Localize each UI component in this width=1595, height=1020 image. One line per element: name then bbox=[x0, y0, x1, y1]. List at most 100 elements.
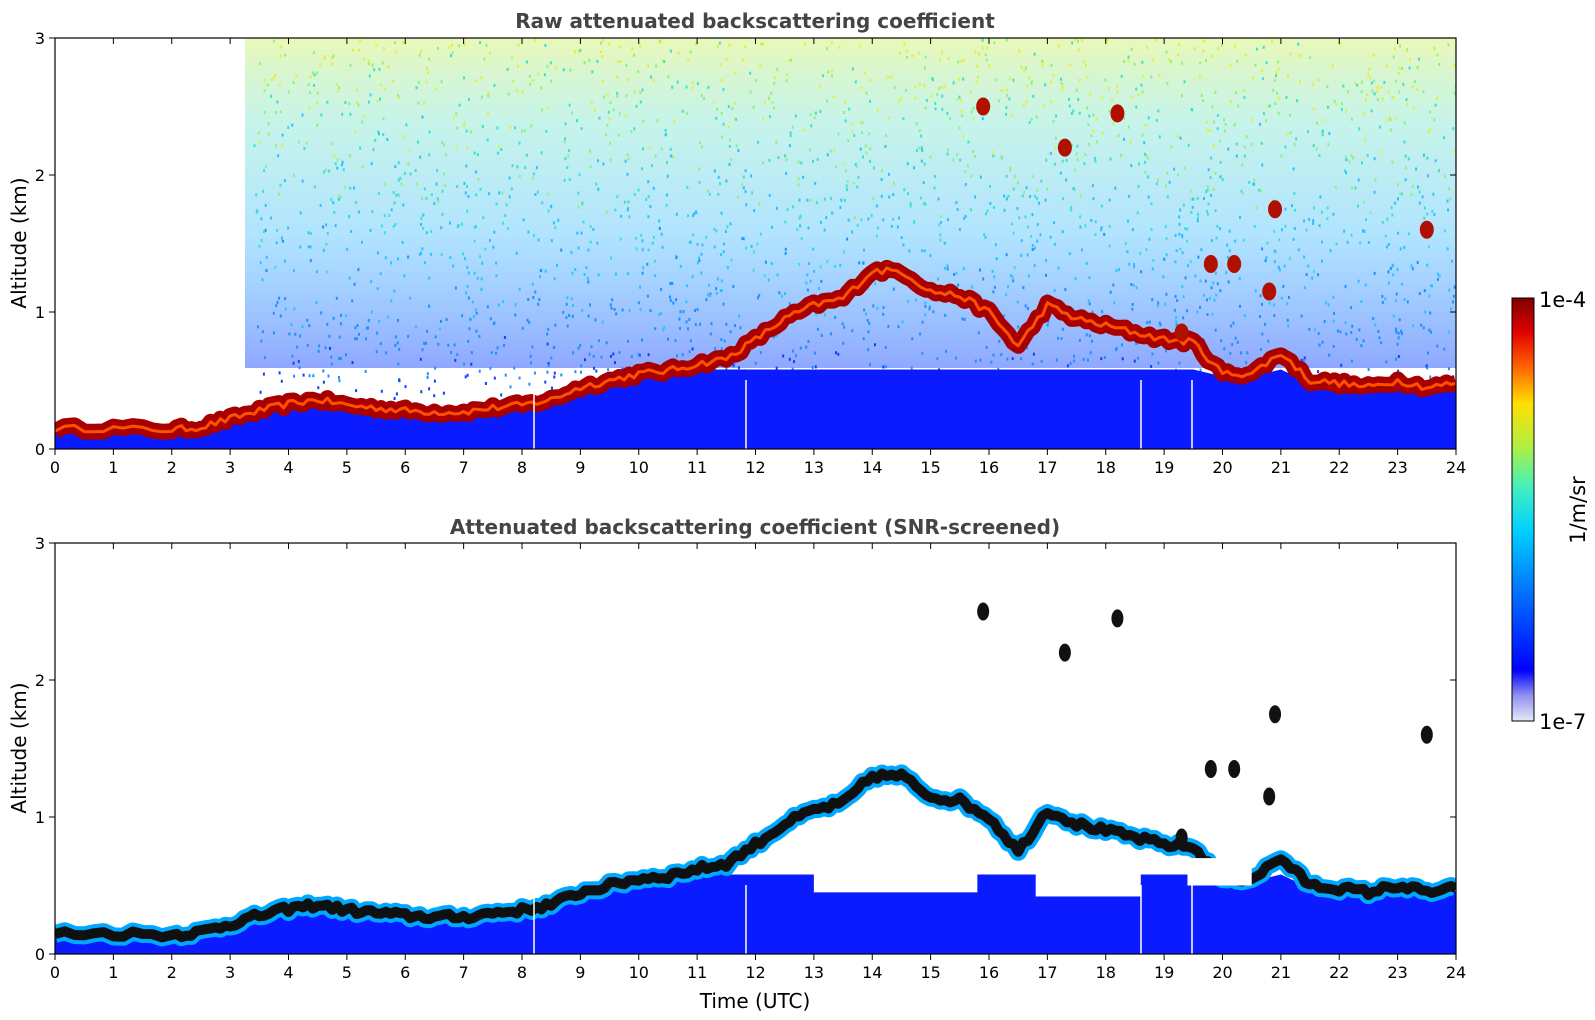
noise-speck bbox=[453, 343, 456, 347]
noise-speck bbox=[709, 294, 712, 298]
noise-speck bbox=[727, 125, 730, 129]
noise-speck bbox=[1430, 330, 1432, 334]
noise-speck bbox=[596, 159, 599, 163]
noise-speck bbox=[1209, 176, 1212, 180]
noise-speck bbox=[1083, 162, 1086, 166]
noise-speck bbox=[830, 41, 833, 45]
noise-speck bbox=[1121, 343, 1123, 347]
noise-speck bbox=[502, 300, 505, 304]
noise-speck bbox=[1235, 142, 1238, 146]
noise-speck bbox=[1272, 303, 1275, 307]
noise-speck bbox=[1273, 229, 1276, 233]
noise-speck bbox=[579, 48, 582, 52]
noise-speck bbox=[1020, 65, 1023, 69]
y-tick-label: 2 bbox=[35, 166, 45, 185]
noise-speck bbox=[1220, 43, 1223, 47]
noise-speck bbox=[1360, 344, 1363, 348]
noise-speck bbox=[744, 45, 747, 49]
noise-speck bbox=[570, 251, 573, 254]
noise-speck bbox=[342, 168, 345, 172]
noise-speck bbox=[1199, 75, 1201, 79]
noise-speck bbox=[541, 201, 544, 205]
noise-speck bbox=[292, 81, 295, 84]
noise-speck bbox=[400, 182, 403, 186]
noise-speck bbox=[1402, 82, 1405, 86]
noise-speck bbox=[1417, 185, 1419, 189]
noise-speck bbox=[1049, 151, 1052, 155]
noise-speck bbox=[407, 334, 410, 338]
noise-speck bbox=[1197, 255, 1200, 259]
noise-speck bbox=[744, 190, 747, 194]
noise-speck bbox=[355, 88, 358, 92]
noise-speck bbox=[367, 62, 370, 66]
noise-speck bbox=[798, 216, 801, 220]
noise-speck bbox=[1366, 93, 1369, 97]
noise-speck bbox=[1318, 343, 1321, 347]
noise-speck bbox=[1228, 249, 1231, 253]
noise-speck bbox=[875, 204, 878, 208]
noise-speck bbox=[500, 148, 503, 151]
noise-speck bbox=[362, 57, 365, 61]
x-tick-label: 3 bbox=[225, 458, 235, 477]
noise-speck bbox=[905, 88, 908, 92]
noise-speck bbox=[1170, 145, 1173, 149]
noise-speck bbox=[1040, 359, 1043, 363]
noise-speck bbox=[679, 326, 681, 330]
noise-speck bbox=[563, 178, 566, 182]
noise-speck bbox=[956, 97, 959, 101]
noise-speck bbox=[890, 224, 893, 228]
noise-speck bbox=[1385, 64, 1388, 68]
noise-speck bbox=[1397, 355, 1400, 358]
noise-speck bbox=[340, 313, 343, 317]
noise-speck bbox=[1246, 351, 1249, 355]
noise-speck bbox=[1286, 318, 1289, 322]
noise-speck bbox=[834, 165, 837, 169]
noise-speck bbox=[1147, 116, 1150, 120]
noise-speck bbox=[924, 106, 927, 110]
noise-speck bbox=[445, 318, 448, 321]
noise-speck bbox=[496, 126, 499, 130]
noise-speck bbox=[699, 322, 701, 326]
noise-speck bbox=[544, 44, 547, 47]
noise-speck bbox=[833, 148, 836, 152]
noise-speck bbox=[1082, 358, 1085, 361]
noise-speck bbox=[1071, 143, 1073, 147]
noise-speck bbox=[354, 130, 357, 133]
noise-speck bbox=[557, 218, 560, 222]
noise-speck bbox=[694, 322, 697, 326]
noise-speck bbox=[918, 129, 921, 133]
noise-speck bbox=[1391, 160, 1394, 164]
noise-speck bbox=[579, 343, 582, 347]
noise-speck bbox=[934, 107, 937, 111]
noise-speck bbox=[716, 277, 719, 281]
noise-speck bbox=[440, 226, 443, 230]
noise-speck bbox=[714, 347, 717, 351]
noise-speck bbox=[1405, 98, 1408, 102]
noise-speck bbox=[1164, 302, 1167, 306]
noise-speck bbox=[791, 125, 794, 129]
noise-speck bbox=[776, 67, 779, 71]
noise-speck bbox=[1284, 224, 1287, 228]
noise-speck bbox=[716, 44, 719, 48]
noise-speck bbox=[394, 50, 397, 54]
noise-speck bbox=[805, 345, 808, 349]
noise-speck bbox=[486, 305, 489, 309]
noise-speck bbox=[1032, 352, 1035, 356]
noise-speck bbox=[419, 155, 422, 159]
noise-speck bbox=[1041, 59, 1043, 63]
noise-speck bbox=[302, 373, 305, 377]
noise-speck bbox=[1423, 289, 1426, 293]
noise-speck bbox=[689, 240, 692, 244]
noise-speck bbox=[552, 346, 555, 350]
noise-speck bbox=[698, 180, 701, 184]
noise-speck bbox=[725, 322, 728, 326]
noise-speck bbox=[1400, 192, 1403, 196]
noise-speck bbox=[641, 239, 644, 243]
noise-speck bbox=[367, 59, 370, 63]
noise-speck bbox=[744, 169, 747, 173]
noise-speck bbox=[1023, 69, 1026, 73]
cloud-patch bbox=[1203, 255, 1218, 274]
noise-speck bbox=[423, 341, 426, 345]
noise-speck bbox=[294, 332, 297, 336]
noise-speck bbox=[463, 43, 466, 47]
